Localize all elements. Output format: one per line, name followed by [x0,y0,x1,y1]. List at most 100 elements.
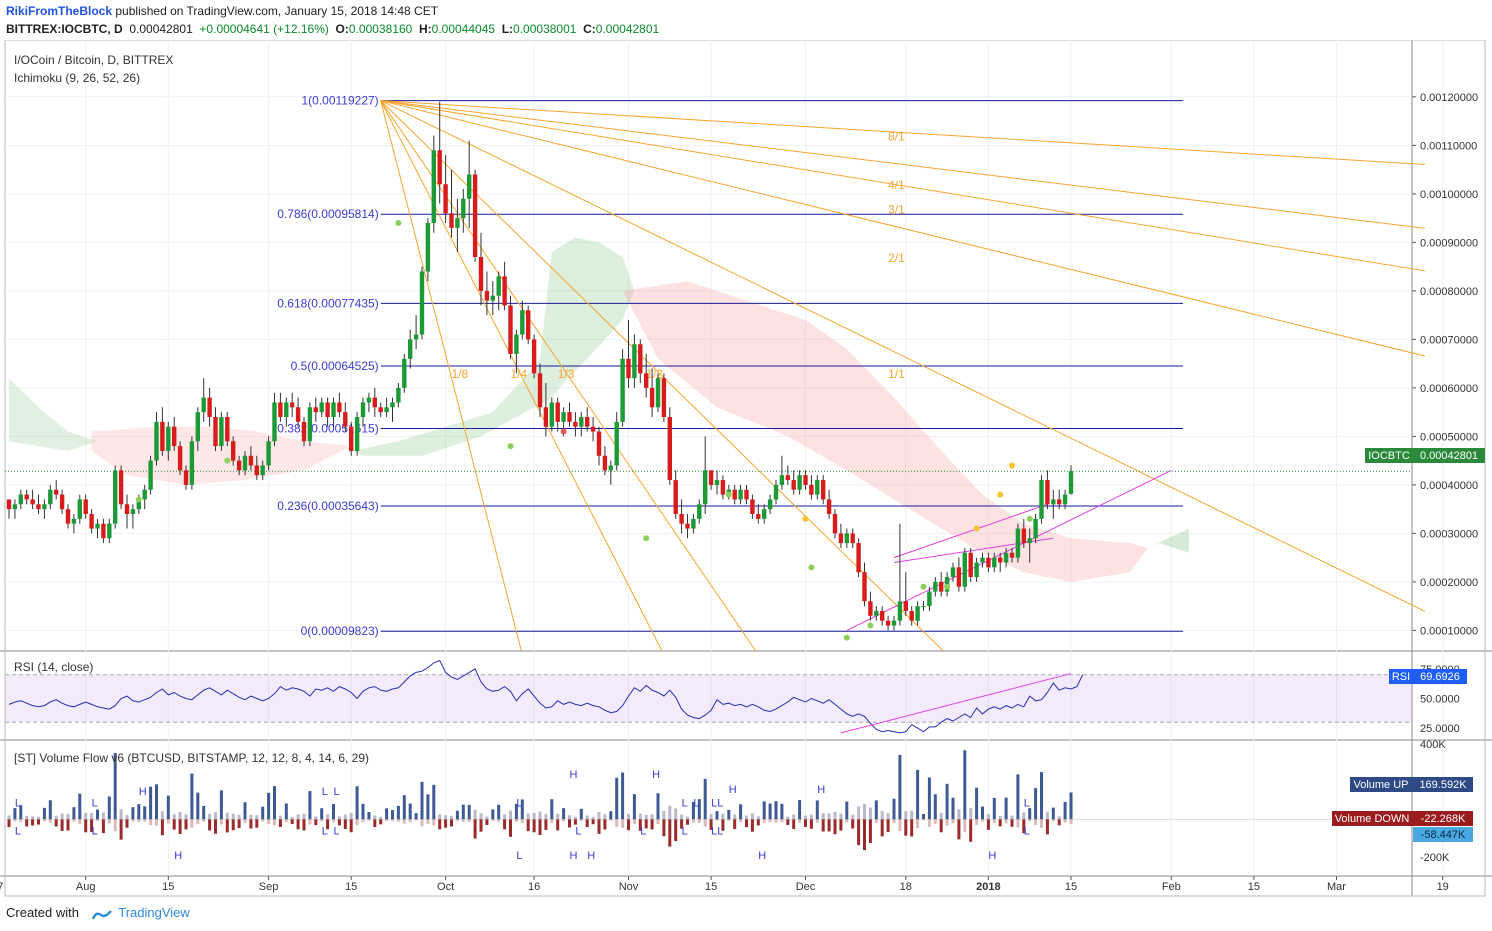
volume-up-bar [674,808,678,820]
volume-up-bar [863,803,866,820]
volume-down-bar [886,819,890,832]
candle-body [614,421,619,466]
candle-body [189,441,195,485]
volume-down-bar [721,819,725,831]
tradingview-link[interactable]: TradingView [118,905,190,920]
volume-up-bar [632,794,636,820]
price-axis[interactable]: 0.00120000 0.00110000 0.00100000 0.00090000… [1412,92,1478,637]
candle-body [596,431,602,456]
volume-down-bar [444,819,448,828]
volume-up-bar [538,811,542,820]
trend-channel [5,469,1412,631]
volume-down-bar [1016,819,1020,828]
time-tick-label: Aug [76,881,96,893]
volume-up-bar [691,801,695,820]
candle-body [708,470,714,485]
price-tag: IOCBTC 0.00042801 [1365,448,1485,463]
volume-up-bar [745,815,748,820]
candle-body [307,407,313,442]
volume-up-bar [214,812,217,820]
volume-up-bar [42,807,46,820]
volume-down-bar [621,819,625,828]
candle-body [903,601,908,611]
volume-down-bar [137,819,141,823]
volume-down-bar [792,819,796,830]
low-value: 0.00038001 [513,22,577,36]
volume-up-bar [261,806,265,820]
time-tick-label: 2018 [976,881,1000,893]
candle-body [42,504,47,510]
volume-up-bar [591,816,595,820]
candle-body [419,271,425,335]
rsi-legend: RSI (14, close) [14,660,93,674]
open-value: 0.00038160 [348,22,413,36]
volume-down-bar [562,819,566,822]
volume-down-bar [113,819,117,832]
volume-up-bar [874,800,878,820]
volume-down-bar [774,819,778,823]
candle-body [24,494,29,500]
volume-down-bar [131,819,135,822]
volume-down-bar [273,819,276,826]
volume-down-bar [745,819,748,828]
volume-up-bar [1051,807,1055,820]
volume-up-bar [48,800,52,820]
candle-body [360,402,366,417]
candle-body [77,499,82,519]
author-name[interactable]: RikiFromTheBlock [6,4,113,18]
volume-up-bar [107,796,111,820]
volume-up-bar [101,812,105,820]
candle-body [732,489,737,500]
price-chart[interactable]: 1(0.00119227) 0.786(0.00095814) 0.618(0.00… [0,40,1492,902]
candle-body [685,523,690,529]
volume-down-bar [473,819,477,839]
candle-body [331,402,336,417]
volume-down-bar [455,819,459,821]
volume-down-bar [821,819,825,832]
rsi-tick-label: 50.0000 [1420,693,1460,705]
volume-down-bar [992,819,996,824]
candle-body [844,533,849,544]
volume-down-bar [833,819,837,835]
candle-body [520,310,525,335]
volume-down-bar [1051,819,1055,822]
volume-up-bar [367,812,371,820]
time-axis[interactable]: 17 Aug 15 Sep 15 Oct 16 Nov 15 Dec 18 2018 15 Feb 15 Ma… [0,876,1449,893]
candle-body [750,499,755,514]
volume-down-bar [686,819,689,825]
candle-body [231,441,236,461]
candle-body [974,562,979,578]
volume-up-bar [910,810,914,820]
volume-down-bar [326,819,330,830]
volume-down-bar [863,819,866,851]
price-tick-label: 0.00060000 [1420,383,1478,395]
hl-marker: H [174,850,182,862]
candle-body [720,480,726,495]
price-tick-label: 0.00070000 [1420,334,1478,346]
volume-up-bar [479,813,483,820]
volume-up-bar [798,800,802,820]
price-tick-label: 0.00090000 [1420,237,1478,249]
volume-up-bar [455,810,459,820]
volume-up-bar [438,814,442,820]
volume-up-bar [597,812,601,820]
volume-up-bar [656,793,660,820]
price-tick-label: 0.00120000 [1420,92,1478,104]
close-value: 0.00042801 [595,22,660,36]
volume-up-bar [804,815,807,820]
volume-up-bar [54,815,58,820]
volume-up-bar [66,813,70,820]
candle-body [65,509,71,524]
candle-body [95,523,100,529]
candle-body [874,610,879,616]
volume-up-bar [302,813,306,820]
rsi-band [5,674,1412,723]
hl-marker: L [1024,797,1030,809]
volume-down-bar [355,819,359,826]
candle-body [638,344,643,374]
volume-up-bar [373,815,377,820]
candle-body [927,591,932,607]
volume-down-bar [591,819,595,825]
volume-up-bar [137,804,141,820]
candle-body [254,465,259,476]
